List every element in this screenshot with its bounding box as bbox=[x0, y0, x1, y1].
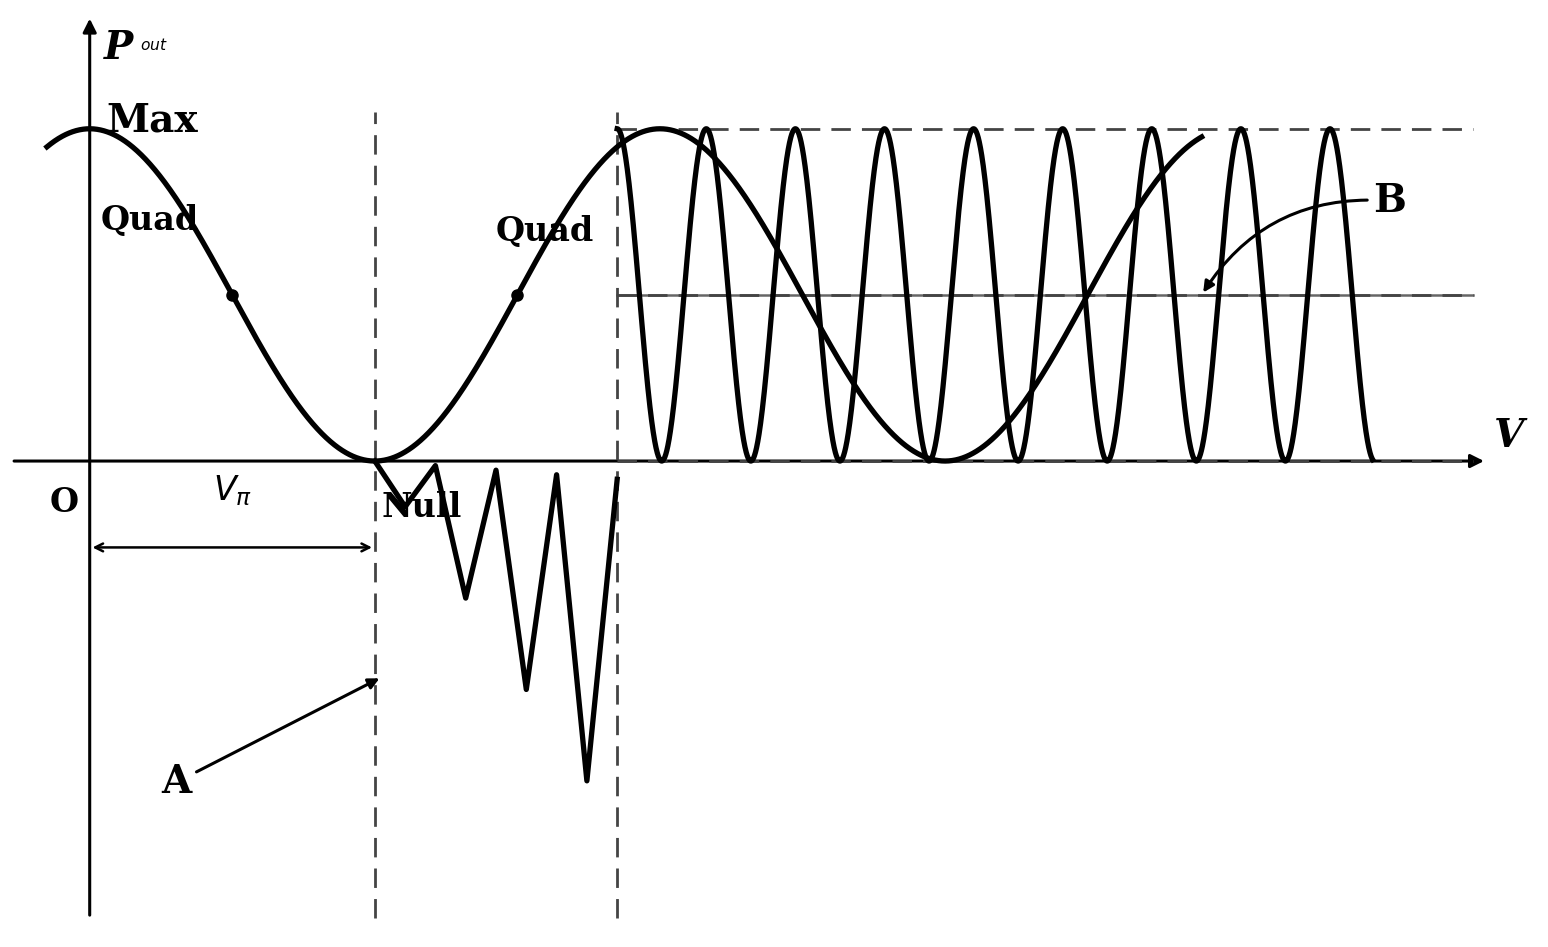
Text: Max: Max bbox=[107, 101, 198, 139]
Text: $_{out}$: $_{out}$ bbox=[139, 32, 167, 54]
Text: P: P bbox=[104, 29, 133, 67]
Text: V: V bbox=[1494, 417, 1525, 456]
Text: A: A bbox=[161, 680, 376, 801]
Text: Quad: Quad bbox=[495, 215, 594, 248]
Text: $V_\pi$: $V_\pi$ bbox=[212, 473, 252, 508]
Text: B: B bbox=[1204, 182, 1406, 290]
Text: Quad: Quad bbox=[101, 204, 200, 237]
Text: Null: Null bbox=[382, 491, 463, 524]
Text: O: O bbox=[50, 486, 79, 519]
